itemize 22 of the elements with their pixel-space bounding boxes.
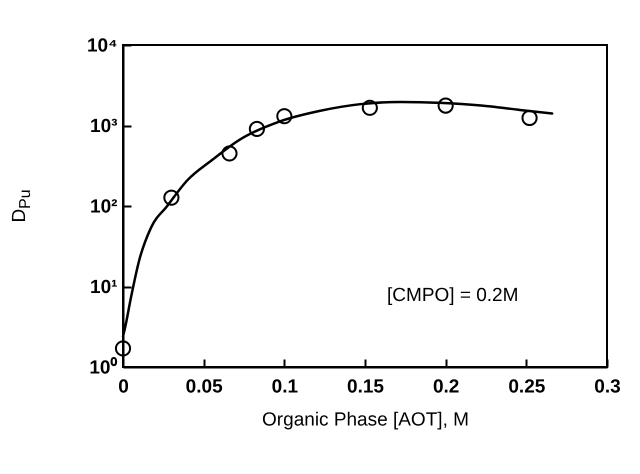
- point: [362, 100, 378, 116]
- annotation: [CMPO] = 0.2M: [387, 285, 518, 306]
- point: [276, 108, 292, 124]
- point: [521, 110, 538, 126]
- point: [163, 190, 180, 206]
- point: [248, 120, 265, 138]
- y-tick-label: 10¹: [90, 277, 118, 298]
- x-tick-label: 0.1: [272, 376, 298, 398]
- point: [438, 98, 454, 114]
- x-tick-label: 0.2: [432, 376, 460, 398]
- y-tick-label: 10⁴: [86, 36, 118, 56]
- x-axis-title: Organic Phase [AOT], M: [262, 410, 469, 430]
- x-tick-label: 0: [118, 376, 129, 398]
- x-tick-label: 0.15: [347, 376, 384, 398]
- y-tick-label: 10²: [90, 196, 118, 218]
- y-tick-label: 10³: [90, 116, 118, 137]
- y-tick-label: 10⁰: [89, 356, 118, 378]
- x-tick-label: 0.25: [508, 376, 546, 398]
- x-tick-label: 0.05: [186, 376, 224, 398]
- point: [114, 340, 132, 357]
- point: [221, 145, 238, 162]
- x-tick-label: 0.3: [594, 376, 621, 398]
